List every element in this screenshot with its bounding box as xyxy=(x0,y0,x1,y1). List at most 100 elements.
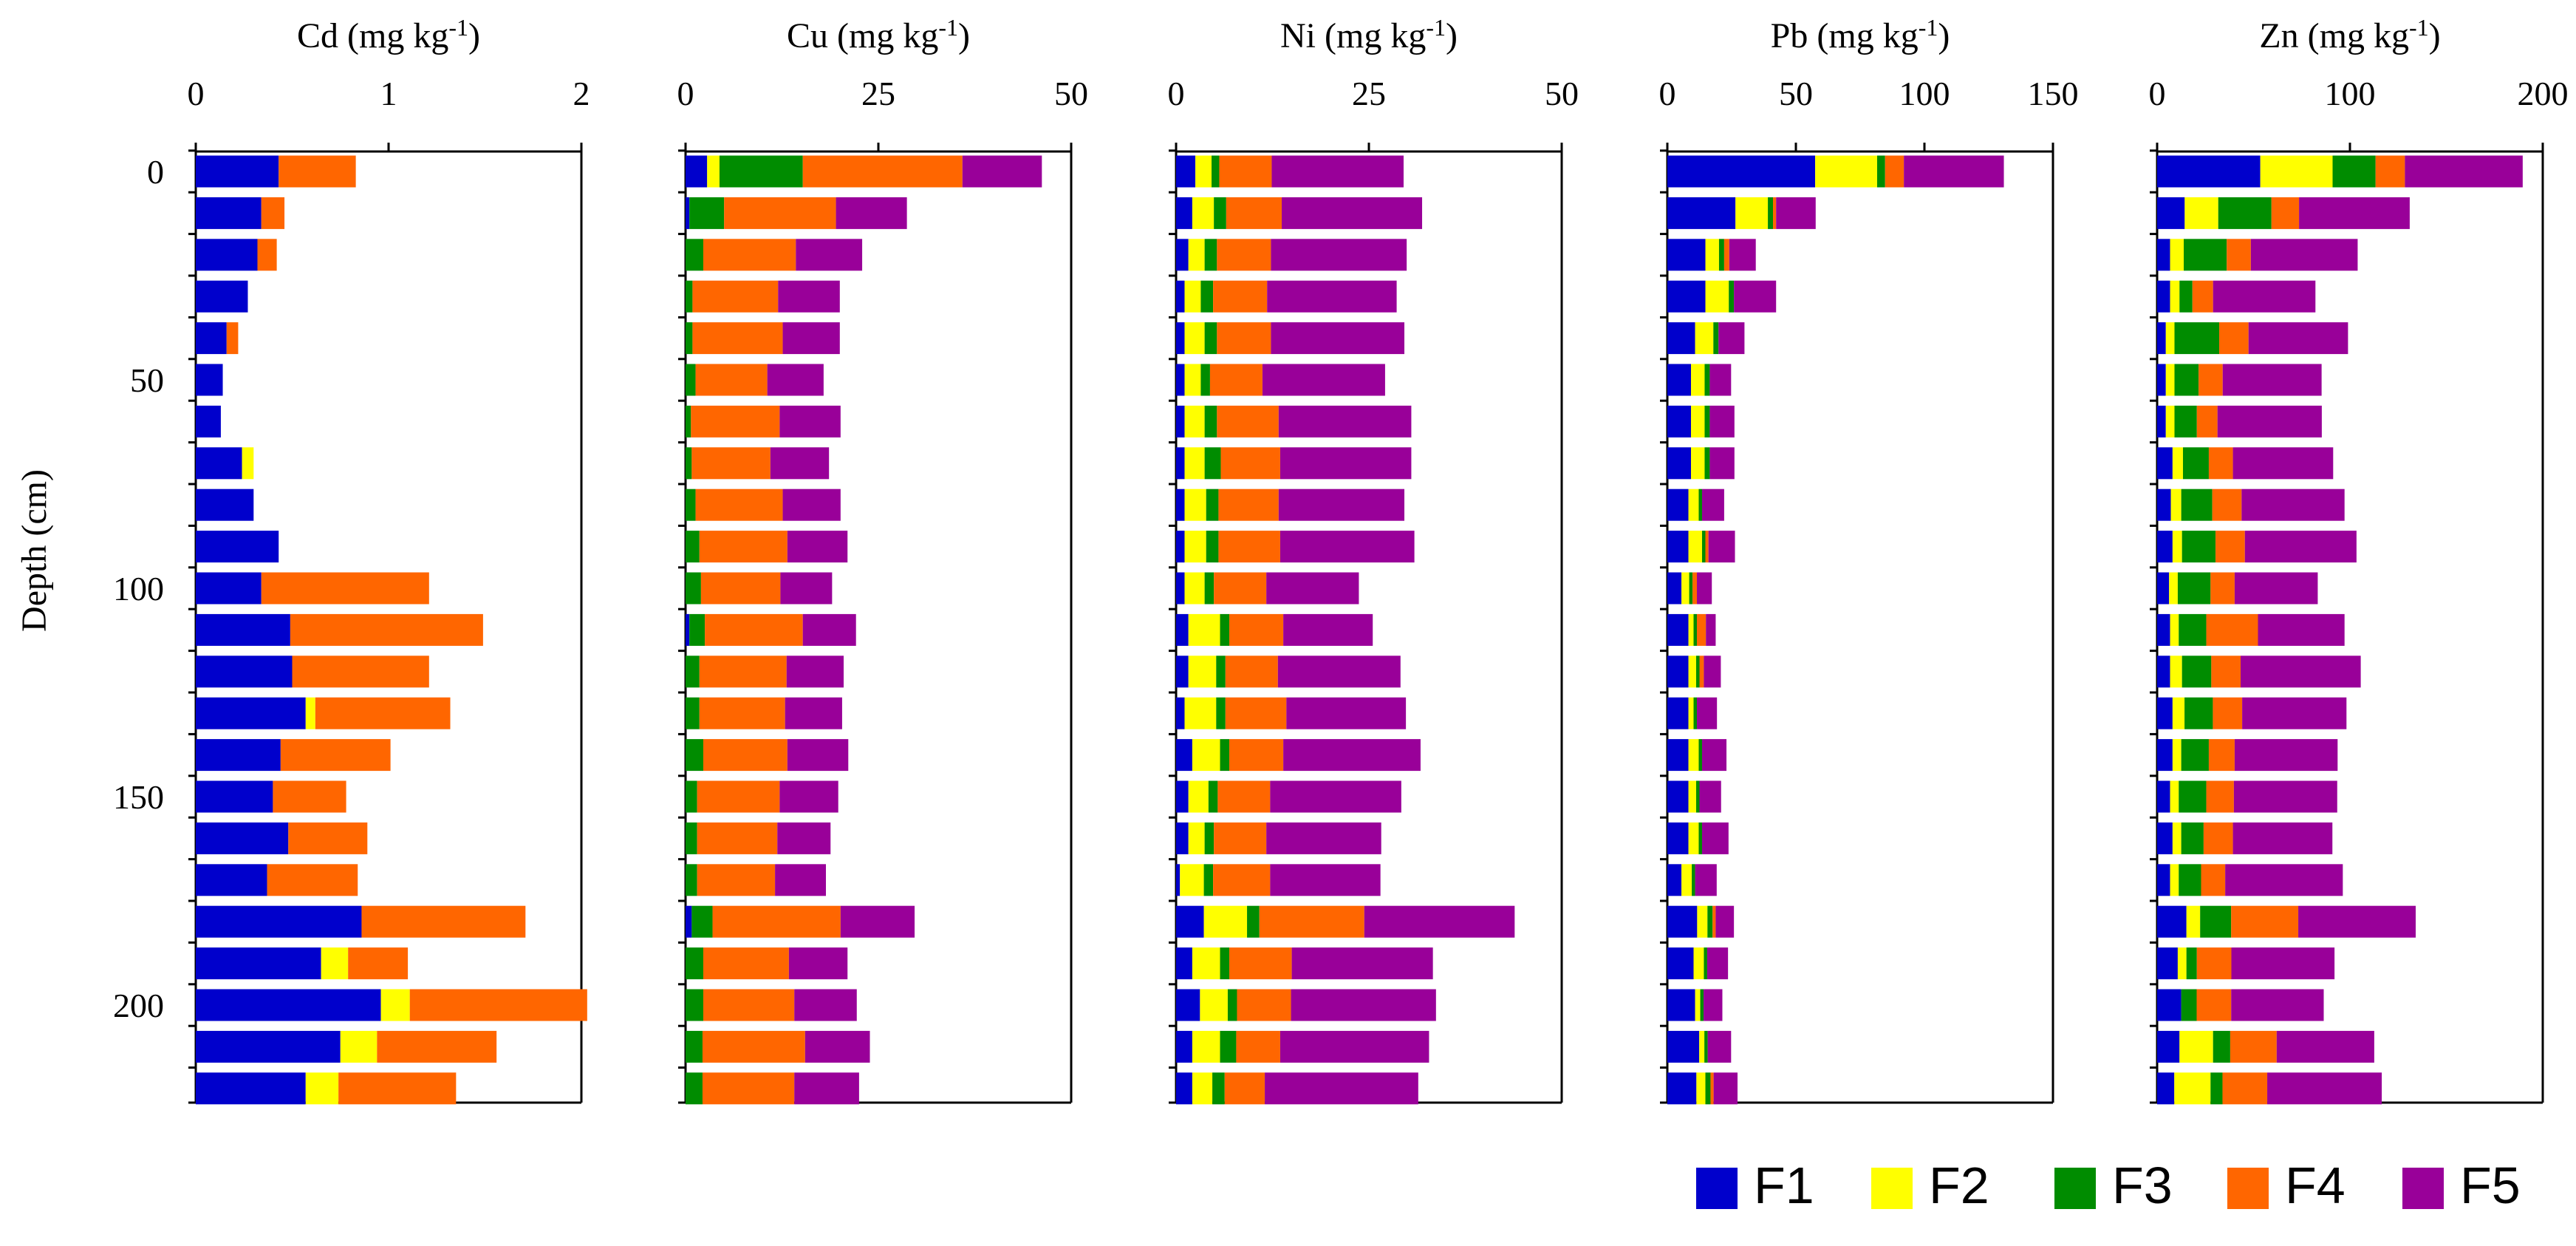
bar-f1 xyxy=(2157,572,2170,605)
bar-f5 xyxy=(1706,947,1729,980)
bar-f1 xyxy=(2157,405,2166,438)
bar-f5 xyxy=(2217,405,2322,438)
bar-f1 xyxy=(2157,1072,2175,1105)
x-tick-label: 0 xyxy=(677,75,694,112)
bar-f1 xyxy=(2157,947,2178,980)
bar-f1 xyxy=(2157,613,2170,646)
bar-f1 xyxy=(1667,905,1698,938)
bar-f4 xyxy=(2210,572,2235,605)
bar-f4 xyxy=(267,864,358,896)
bar-f2 xyxy=(2172,697,2185,729)
bar-f4 xyxy=(1710,1072,1714,1105)
bar-f1 xyxy=(1176,322,1185,355)
bar-f1 xyxy=(1667,613,1689,646)
bar-f5 xyxy=(1708,531,1735,563)
bar-f5 xyxy=(2233,780,2337,813)
bar-f2 xyxy=(2172,447,2183,480)
bar-f1 xyxy=(2157,280,2170,313)
bar-f1 xyxy=(2157,989,2182,1021)
bar-f1 xyxy=(1667,239,1706,271)
bar-f3 xyxy=(2174,364,2199,396)
bar-f5 xyxy=(1270,864,1381,896)
bar-f1 xyxy=(2157,656,2170,688)
bar-f4 xyxy=(2208,447,2233,480)
bar-f5 xyxy=(1697,697,1718,729)
bar-f1 xyxy=(196,447,242,480)
bar-f1 xyxy=(1667,822,1689,854)
bar-f2 xyxy=(1691,364,1705,396)
bar-f3 xyxy=(686,531,700,563)
legend-label-f4: F4 xyxy=(2285,1157,2346,1214)
bar-f5 xyxy=(2231,989,2324,1021)
bar-f4 xyxy=(697,780,780,813)
bar-f5 xyxy=(1286,697,1407,729)
bar-f5 xyxy=(2241,488,2345,521)
bar-f2 xyxy=(1699,1030,1705,1063)
bar-f5 xyxy=(1734,280,1777,313)
bar-f2 xyxy=(1695,322,1714,355)
bar-f5 xyxy=(836,197,907,229)
bar-f4 xyxy=(692,322,783,355)
bar-f1 xyxy=(196,364,223,396)
bar-f5 xyxy=(2299,197,2410,229)
x-tick-label: 0 xyxy=(2149,75,2166,112)
bar-f3 xyxy=(1208,780,1218,813)
x-tick-label: 0 xyxy=(1168,75,1185,112)
bar-f3 xyxy=(2186,947,2197,980)
bar-f5 xyxy=(1364,905,1515,938)
bar-f4 xyxy=(697,864,776,896)
bar-f3 xyxy=(2179,613,2207,646)
bar-f4 xyxy=(702,1030,805,1063)
bar-f3 xyxy=(1216,656,1226,688)
bar-f1 xyxy=(1667,656,1689,688)
bar-f2 xyxy=(305,1072,339,1105)
panel-title: Zn (mg kg-1) xyxy=(2259,14,2440,55)
bar-f4 xyxy=(292,656,429,688)
bar-f1 xyxy=(196,989,381,1021)
bar-f3 xyxy=(1695,780,1700,813)
bar-f1 xyxy=(2157,322,2166,355)
bar-f2 xyxy=(1188,822,1205,854)
bar-f3 xyxy=(719,155,803,188)
bar-f5 xyxy=(1713,1072,1738,1105)
bar-f5 xyxy=(1262,364,1385,396)
bar-f1 xyxy=(1176,947,1192,980)
bar-f3 xyxy=(2181,822,2204,854)
bar-f2 xyxy=(1203,905,1248,938)
bar-f1 xyxy=(2157,447,2173,480)
legend-swatch-f2 xyxy=(1871,1168,1913,1209)
bar-f4 xyxy=(2213,697,2243,729)
bar-f4 xyxy=(1225,697,1287,729)
bar-f3 xyxy=(2179,780,2207,813)
bar-f4 xyxy=(409,989,587,1021)
x-tick-label: 1 xyxy=(380,75,397,112)
bar-f2 xyxy=(1705,280,1729,313)
bar-f2 xyxy=(1815,155,1877,188)
bar-f4 xyxy=(348,947,409,980)
bar-f5 xyxy=(778,280,840,313)
bar-f1 xyxy=(2157,364,2166,396)
bar-f5 xyxy=(2222,364,2322,396)
bar-f5 xyxy=(787,739,849,772)
bar-f2 xyxy=(2170,780,2179,813)
bar-f4 xyxy=(279,155,356,188)
bar-f3 xyxy=(2332,155,2376,188)
bar-f1 xyxy=(1176,864,1181,896)
bar-f3 xyxy=(1701,531,1706,563)
bar-f3 xyxy=(1693,613,1698,646)
bar-f3 xyxy=(686,239,704,271)
bar-f5 xyxy=(1904,155,2004,188)
bar-f3 xyxy=(1220,613,1230,646)
bar-f1 xyxy=(686,613,690,646)
bar-f3 xyxy=(1227,989,1237,1021)
bar-f5 xyxy=(1283,739,1421,772)
bar-f1 xyxy=(1176,780,1189,813)
bar-f1 xyxy=(686,155,708,188)
bar-f1 xyxy=(196,155,279,188)
bar-f2 xyxy=(2174,1072,2211,1105)
bar-f2 xyxy=(1688,739,1699,772)
bar-f1 xyxy=(1176,905,1204,938)
bar-f4 xyxy=(697,822,778,854)
bar-f4 xyxy=(1224,1072,1265,1105)
bar-f5 xyxy=(1277,656,1401,688)
